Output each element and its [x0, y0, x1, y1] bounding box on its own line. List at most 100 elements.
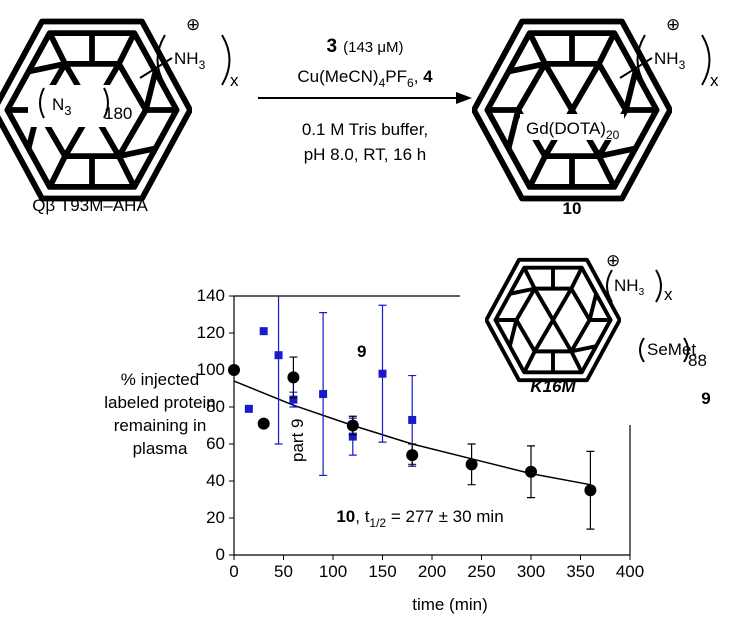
y-tick-label: 80	[206, 397, 225, 416]
count: 88	[688, 351, 707, 370]
data-point	[257, 417, 270, 430]
charge: ⊕	[666, 15, 680, 34]
bracket	[639, 337, 689, 363]
data-point	[319, 390, 328, 399]
data-point	[346, 419, 359, 432]
params: pH 8.0, RT, 16 h	[304, 145, 427, 164]
fit-label: 10, t1/2 = 277 ± 30 min	[336, 507, 503, 530]
bracket	[636, 34, 711, 86]
charge: ⊕	[606, 251, 620, 270]
x-tick-label: 200	[418, 562, 446, 581]
bond	[619, 57, 653, 79]
catalyst: Cu(MeCN)	[297, 67, 378, 86]
catalyst-line: Cu(MeCN)4PF6, 4	[297, 67, 433, 90]
x-tick-label: 250	[467, 562, 495, 581]
data-point	[259, 327, 268, 336]
x-tick-label: 300	[517, 562, 545, 581]
y-tick-label: 140	[197, 286, 225, 305]
amine-text: NH	[174, 49, 199, 68]
fit-text: = 277 ± 30 min	[386, 507, 504, 526]
note: part 9	[288, 419, 307, 462]
y-tick-label: 120	[197, 323, 225, 342]
y-tick-label: 60	[206, 434, 225, 453]
multiplier: x	[710, 71, 719, 90]
compound: 3	[327, 36, 338, 57]
data-point	[408, 415, 417, 424]
bracket	[156, 34, 231, 86]
x-axis-label: time (min)	[412, 595, 488, 614]
reagent-line: 3 (143 μM)	[327, 36, 404, 57]
amine-text: NH	[614, 276, 639, 295]
y-tick-label: 0	[216, 545, 225, 564]
variant-name: K16M	[530, 377, 576, 396]
amine: NH3	[614, 276, 645, 298]
cargo-label: Gd(DOTA)20	[526, 119, 620, 142]
y-axis-label: labeled protein	[104, 393, 216, 412]
fit-text: , t	[355, 507, 369, 526]
multiplier: x	[230, 71, 239, 90]
data-point	[348, 432, 357, 441]
cargo-sub: 20	[606, 128, 620, 142]
data-point	[289, 395, 298, 404]
cargo: Gd(DOTA)	[526, 119, 606, 138]
data-point	[406, 449, 419, 462]
fit-id: 10	[336, 507, 355, 526]
x-tick-label: 350	[566, 562, 594, 581]
amine-sub: 3	[199, 58, 206, 72]
group-sub: 3	[64, 103, 71, 118]
data-point	[244, 404, 253, 413]
x-tick-label: 50	[274, 562, 293, 581]
data-point	[274, 351, 283, 360]
data-point	[287, 371, 300, 384]
charge: ⊕	[186, 15, 200, 34]
y-axis-label: % injected	[121, 370, 199, 389]
compound-id: 10	[563, 199, 582, 218]
x-tick-label: 400	[616, 562, 644, 581]
data-point	[525, 465, 537, 478]
arrow-head	[456, 92, 472, 104]
buffer: 0.1 M Tris buffer,	[302, 120, 428, 139]
data-point	[465, 458, 478, 471]
catalyst-sub: 4	[379, 76, 386, 90]
y-axis-label: remaining in	[114, 416, 207, 435]
bracket	[39, 87, 109, 119]
amine-sub: 3	[679, 58, 686, 72]
catalyst-sub: 6	[407, 76, 414, 90]
bond	[139, 57, 173, 79]
chart: time (min) 10, t1/2 = 277 ± 30 min part …	[104, 286, 644, 614]
x-tick-label: 150	[368, 562, 396, 581]
catalyst-mid: PF	[385, 67, 407, 86]
x-tick-label: 0	[229, 562, 238, 581]
amine: NH3	[654, 49, 686, 72]
separator: ,	[414, 67, 423, 86]
amine: NH3	[174, 49, 206, 72]
fit-sub: 1/2	[369, 516, 386, 530]
y-tick-label: 20	[206, 508, 225, 527]
compound-id: 9	[701, 389, 710, 408]
concentration: (143 μM)	[343, 39, 403, 56]
capsid-name: Qβ T93M–AHA	[32, 196, 148, 215]
label-backdrop	[520, 114, 624, 140]
data-point	[228, 364, 240, 376]
amine-text: NH	[654, 49, 679, 68]
ligand: 4	[423, 67, 433, 86]
y-axis-label: plasma	[133, 439, 188, 458]
series-label: 9	[357, 342, 366, 361]
data-point	[378, 369, 387, 378]
y-tick-label: 40	[206, 471, 225, 490]
x-tick-label: 100	[319, 562, 347, 581]
cargo: SeMet	[647, 340, 696, 359]
group: N	[52, 95, 64, 114]
data-point	[584, 484, 597, 497]
amine-sub: 3	[639, 287, 645, 298]
bracket	[606, 269, 662, 303]
y-tick-label: 100	[197, 360, 225, 379]
multiplier: x	[664, 285, 673, 304]
capsid-icon	[485, 257, 621, 383]
azide-label: N3 180	[52, 95, 132, 123]
capsid-icon	[474, 22, 670, 199]
count: 180	[104, 104, 132, 123]
label-backdrop	[28, 85, 128, 127]
data-layer	[228, 296, 597, 530]
